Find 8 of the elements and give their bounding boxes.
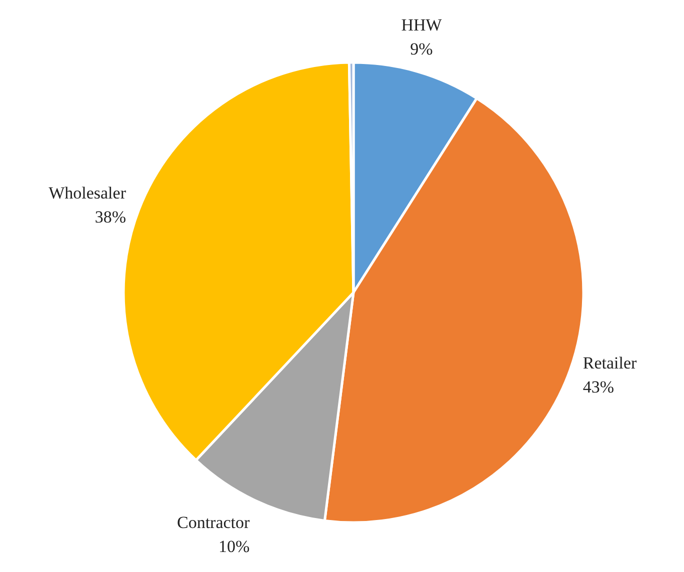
slice-label: Retailer: [582, 354, 638, 373]
data-label: 43%: [582, 377, 614, 396]
slice-label: Wholesaler: [48, 184, 126, 203]
data-label: 9%: [410, 39, 433, 58]
slice-label: Contractor: [176, 513, 250, 532]
data-label: 10%: [218, 536, 250, 556]
slice-label: HHW: [401, 16, 443, 35]
data-label: 38%: [94, 207, 126, 226]
